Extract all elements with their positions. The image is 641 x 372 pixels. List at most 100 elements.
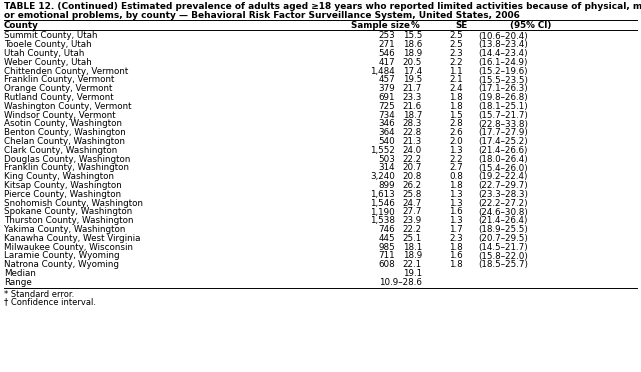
Text: (15.2–19.6): (15.2–19.6) bbox=[478, 67, 528, 76]
Text: 3,240: 3,240 bbox=[370, 172, 395, 181]
Text: (95% CI): (95% CI) bbox=[510, 21, 551, 30]
Text: Natrona County, Wyoming: Natrona County, Wyoming bbox=[4, 260, 119, 269]
Text: 21.3: 21.3 bbox=[403, 137, 422, 146]
Text: 346: 346 bbox=[378, 119, 395, 128]
Text: 18.6: 18.6 bbox=[403, 40, 422, 49]
Text: Kanawha County, West Virginia: Kanawha County, West Virginia bbox=[4, 234, 140, 243]
Text: Clark County, Washington: Clark County, Washington bbox=[4, 146, 117, 155]
Text: 1,190: 1,190 bbox=[370, 208, 395, 217]
Text: 1.3: 1.3 bbox=[449, 199, 463, 208]
Text: (19.2–22.4): (19.2–22.4) bbox=[478, 172, 528, 181]
Text: 364: 364 bbox=[378, 128, 395, 137]
Text: 15.5: 15.5 bbox=[403, 32, 422, 41]
Text: 19.1: 19.1 bbox=[403, 269, 422, 278]
Text: (15.8–22.0): (15.8–22.0) bbox=[478, 251, 528, 260]
Text: (17.4–25.2): (17.4–25.2) bbox=[478, 137, 528, 146]
Text: 1.8: 1.8 bbox=[449, 181, 463, 190]
Text: 2.6: 2.6 bbox=[449, 128, 463, 137]
Text: 17.4: 17.4 bbox=[403, 67, 422, 76]
Text: Milwaukee County, Wisconsin: Milwaukee County, Wisconsin bbox=[4, 243, 133, 252]
Text: (23.3–28.3): (23.3–28.3) bbox=[478, 190, 528, 199]
Text: 725: 725 bbox=[378, 102, 395, 111]
Text: 711: 711 bbox=[378, 251, 395, 260]
Text: Summit County, Utah: Summit County, Utah bbox=[4, 32, 97, 41]
Text: 691: 691 bbox=[378, 93, 395, 102]
Text: 22.2: 22.2 bbox=[403, 155, 422, 164]
Text: Laramie County, Wyoming: Laramie County, Wyoming bbox=[4, 251, 120, 260]
Text: 1.8: 1.8 bbox=[449, 243, 463, 252]
Text: 314: 314 bbox=[378, 164, 395, 173]
Text: 1,552: 1,552 bbox=[370, 146, 395, 155]
Text: Kitsap County, Washington: Kitsap County, Washington bbox=[4, 181, 122, 190]
Text: 20.7: 20.7 bbox=[403, 164, 422, 173]
Text: 2.1: 2.1 bbox=[449, 76, 463, 84]
Text: 25.8: 25.8 bbox=[403, 190, 422, 199]
Text: Yakima County, Washington: Yakima County, Washington bbox=[4, 225, 126, 234]
Text: 22.1: 22.1 bbox=[403, 260, 422, 269]
Text: 19.5: 19.5 bbox=[403, 76, 422, 84]
Text: 2.4: 2.4 bbox=[449, 84, 463, 93]
Text: 21.6: 21.6 bbox=[403, 102, 422, 111]
Text: 985: 985 bbox=[378, 243, 395, 252]
Text: Rutland County, Vermont: Rutland County, Vermont bbox=[4, 93, 113, 102]
Text: (15.5–23.5): (15.5–23.5) bbox=[478, 76, 528, 84]
Text: (18.5–25.7): (18.5–25.7) bbox=[478, 260, 528, 269]
Text: 271: 271 bbox=[378, 40, 395, 49]
Text: 1.3: 1.3 bbox=[449, 146, 463, 155]
Text: 28.3: 28.3 bbox=[403, 119, 422, 128]
Text: Sample size: Sample size bbox=[351, 21, 410, 30]
Text: 18.9: 18.9 bbox=[403, 49, 422, 58]
Text: 27.7: 27.7 bbox=[403, 208, 422, 217]
Text: (10.6–20.4): (10.6–20.4) bbox=[478, 32, 528, 41]
Text: TABLE 12. (Continued) Estimated prevalence of adults aged ≥18 years who reported: TABLE 12. (Continued) Estimated prevalen… bbox=[4, 2, 641, 11]
Text: 1.8: 1.8 bbox=[449, 93, 463, 102]
Text: 22.8: 22.8 bbox=[403, 128, 422, 137]
Text: Benton County, Washington: Benton County, Washington bbox=[4, 128, 126, 137]
Text: 2.3: 2.3 bbox=[449, 49, 463, 58]
Text: (20.7–29.5): (20.7–29.5) bbox=[478, 234, 528, 243]
Text: (19.8–26.8): (19.8–26.8) bbox=[478, 93, 528, 102]
Text: Orange County, Vermont: Orange County, Vermont bbox=[4, 84, 112, 93]
Text: 379: 379 bbox=[378, 84, 395, 93]
Text: (24.6–30.8): (24.6–30.8) bbox=[478, 208, 528, 217]
Text: 18.9: 18.9 bbox=[403, 251, 422, 260]
Text: 2.2: 2.2 bbox=[449, 155, 463, 164]
Text: %: % bbox=[411, 21, 419, 30]
Text: 20.8: 20.8 bbox=[403, 172, 422, 181]
Text: 21.7: 21.7 bbox=[403, 84, 422, 93]
Text: (14.4–23.4): (14.4–23.4) bbox=[478, 49, 528, 58]
Text: 503: 503 bbox=[378, 155, 395, 164]
Text: 1.3: 1.3 bbox=[449, 190, 463, 199]
Text: (15.7–21.7): (15.7–21.7) bbox=[478, 111, 528, 120]
Text: 2.5: 2.5 bbox=[449, 40, 463, 49]
Text: 899: 899 bbox=[378, 181, 395, 190]
Text: Washington County, Vermont: Washington County, Vermont bbox=[4, 102, 131, 111]
Text: (21.4–26.6): (21.4–26.6) bbox=[478, 146, 528, 155]
Text: 1.1: 1.1 bbox=[449, 67, 463, 76]
Text: (18.0–26.4): (18.0–26.4) bbox=[478, 155, 528, 164]
Text: Franklin County, Washington: Franklin County, Washington bbox=[4, 164, 129, 173]
Text: 26.2: 26.2 bbox=[403, 181, 422, 190]
Text: (22.2–27.2): (22.2–27.2) bbox=[478, 199, 528, 208]
Text: 2.2: 2.2 bbox=[449, 58, 463, 67]
Text: 253: 253 bbox=[378, 32, 395, 41]
Text: 1,613: 1,613 bbox=[370, 190, 395, 199]
Text: 540: 540 bbox=[378, 137, 395, 146]
Text: 1.6: 1.6 bbox=[449, 208, 463, 217]
Text: 25.1: 25.1 bbox=[403, 234, 422, 243]
Text: 2.5: 2.5 bbox=[449, 32, 463, 41]
Text: Windsor County, Vermont: Windsor County, Vermont bbox=[4, 111, 115, 120]
Text: (16.1–24.9): (16.1–24.9) bbox=[478, 58, 528, 67]
Text: (18.9–25.5): (18.9–25.5) bbox=[478, 225, 528, 234]
Text: 18.1: 18.1 bbox=[403, 243, 422, 252]
Text: 1.5: 1.5 bbox=[449, 111, 463, 120]
Text: 2.0: 2.0 bbox=[449, 137, 463, 146]
Text: 1,484: 1,484 bbox=[370, 67, 395, 76]
Text: Pierce County, Washington: Pierce County, Washington bbox=[4, 190, 121, 199]
Text: (18.1–25.1): (18.1–25.1) bbox=[478, 102, 528, 111]
Text: 457: 457 bbox=[378, 76, 395, 84]
Text: (17.1–26.3): (17.1–26.3) bbox=[478, 84, 528, 93]
Text: 608: 608 bbox=[378, 260, 395, 269]
Text: 1.6: 1.6 bbox=[449, 251, 463, 260]
Text: 23.9: 23.9 bbox=[403, 216, 422, 225]
